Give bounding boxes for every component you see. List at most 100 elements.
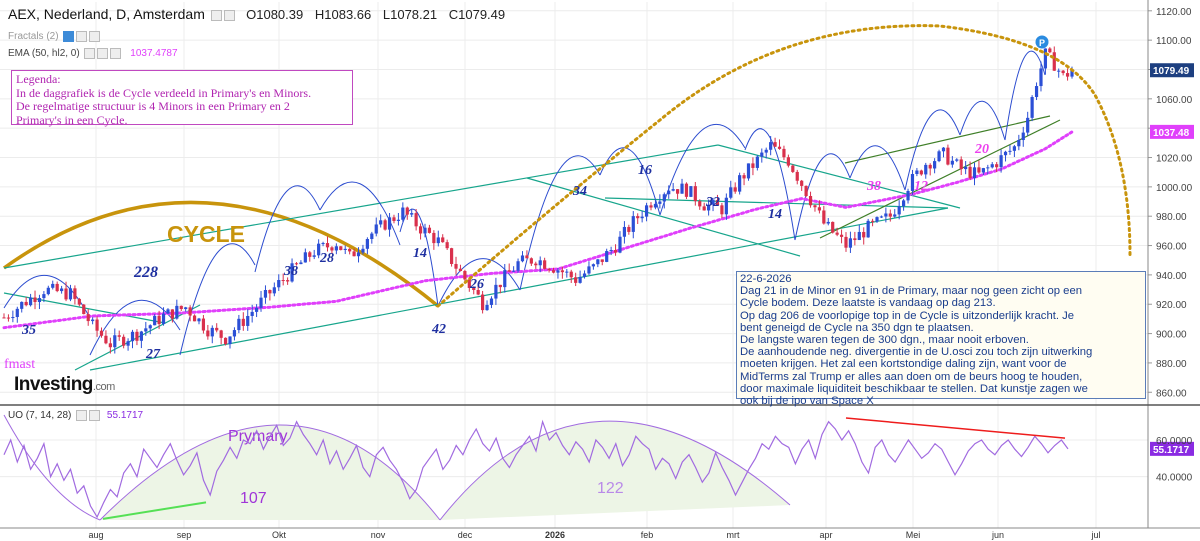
candle-up	[769, 142, 773, 150]
time-tick-label: jun	[991, 530, 1004, 540]
close-icon[interactable]	[110, 48, 122, 59]
eye-icon[interactable]	[63, 31, 75, 42]
candle-up	[520, 255, 525, 262]
candle-down	[481, 294, 485, 311]
minor-arc	[519, 155, 601, 291]
ohlc-open: O1080.39	[246, 7, 304, 22]
candle-up	[144, 328, 148, 332]
candle-down	[192, 315, 197, 322]
candle-up	[290, 263, 294, 282]
minor-count-label: 35	[21, 323, 36, 338]
gear-icon[interactable]	[76, 410, 88, 421]
candle-up	[410, 213, 414, 215]
ema-price-tag	[1150, 124, 1194, 139]
fractals-label[interactable]: Fractals (2)	[8, 31, 59, 43]
cycle-days-label: 228	[133, 264, 158, 281]
candle-down	[219, 330, 223, 338]
cycle-label: CYCLE	[167, 221, 245, 247]
candle-down	[476, 290, 480, 295]
candle-down	[543, 260, 547, 269]
price-tick-label: 1060.00	[1156, 95, 1193, 106]
channel-line	[844, 115, 1051, 164]
candle-up	[671, 189, 675, 191]
candle-up	[897, 206, 901, 215]
candle-up	[277, 280, 281, 288]
gear-icon[interactable]	[76, 31, 88, 42]
time-tick-label: Okt	[272, 530, 287, 540]
eye-icon[interactable]	[84, 48, 96, 59]
candle-down	[791, 165, 795, 172]
time-tick-label: aug	[88, 530, 103, 540]
candle-up	[494, 284, 498, 299]
uo-header: UO (7, 14, 28) 55.1717	[8, 410, 143, 421]
candle-up	[161, 313, 166, 324]
candle-down	[977, 167, 981, 173]
candle-down	[835, 232, 839, 235]
candle-down	[241, 318, 245, 326]
candle-down	[839, 234, 844, 237]
time-tick-label: apr	[819, 530, 832, 540]
candle-down	[467, 279, 471, 288]
candle-up	[591, 264, 595, 267]
candle-up	[986, 167, 990, 169]
candle-down	[813, 205, 817, 208]
candle-up	[680, 183, 684, 194]
candle-up	[254, 307, 259, 312]
candle-down	[569, 271, 573, 278]
candle-down	[574, 277, 578, 283]
minor-count-label: 38	[283, 264, 298, 279]
candle-down	[888, 213, 892, 217]
ema-label[interactable]: EMA (50, hl2, 0)	[8, 48, 80, 60]
price-tick-label: 1020.00	[1156, 154, 1193, 165]
candle-up	[893, 214, 897, 217]
close-icon[interactable]	[89, 410, 101, 421]
candle-up	[317, 243, 321, 256]
candle-down	[215, 327, 219, 331]
brand-name: Investing	[14, 374, 93, 395]
note-line: door maximale liquiditeit beschikbaar te…	[740, 382, 1088, 395]
candle-down	[693, 186, 697, 202]
candle-down	[206, 330, 210, 337]
candle-down	[463, 271, 467, 280]
settings-icon[interactable]	[223, 10, 235, 22]
legend-line: Primary's in een Cycle.	[16, 112, 128, 127]
candle-down	[64, 288, 68, 300]
candle-up	[640, 216, 644, 219]
channel-line	[717, 144, 961, 209]
minor-count-label: 28	[319, 251, 334, 266]
candle-up	[436, 237, 440, 244]
fractals-indicator-row: Fractals (2)	[8, 31, 101, 43]
candle-up	[990, 164, 994, 168]
visibility-icon[interactable]	[210, 10, 222, 22]
candle-up	[972, 167, 977, 179]
candle-up	[130, 331, 135, 342]
candle-up	[1043, 48, 1048, 69]
candle-down	[418, 226, 423, 234]
ohlc-close: C1079.49	[448, 7, 506, 22]
candle-down	[472, 287, 476, 291]
candle-up	[937, 151, 941, 162]
candle-down	[99, 330, 104, 336]
primary-area	[440, 421, 790, 520]
candle-up	[20, 301, 24, 309]
candle-up	[565, 271, 569, 273]
legend-line: In de daggrafiek is de Cycle verdeeld in…	[16, 85, 312, 100]
candle-down	[636, 216, 640, 219]
primary-arc	[99, 424, 441, 521]
candle-up	[902, 200, 906, 207]
candle-up	[1030, 97, 1034, 118]
minor-count-label: 20	[974, 142, 989, 157]
candle-down	[795, 171, 799, 181]
note-line: De aanhoudende neg. divergentie in de U.…	[740, 346, 1093, 359]
candle-down	[414, 213, 418, 227]
uo-label[interactable]: UO (7, 14, 28)	[8, 410, 72, 422]
candle-down	[325, 243, 330, 248]
candle-up	[516, 261, 520, 271]
gear-icon[interactable]	[97, 48, 109, 59]
close-icon[interactable]	[89, 31, 101, 42]
candle-up	[906, 190, 910, 201]
candle-up	[556, 270, 560, 273]
candle-up	[166, 309, 170, 314]
minor-count-label: 16	[638, 163, 652, 178]
